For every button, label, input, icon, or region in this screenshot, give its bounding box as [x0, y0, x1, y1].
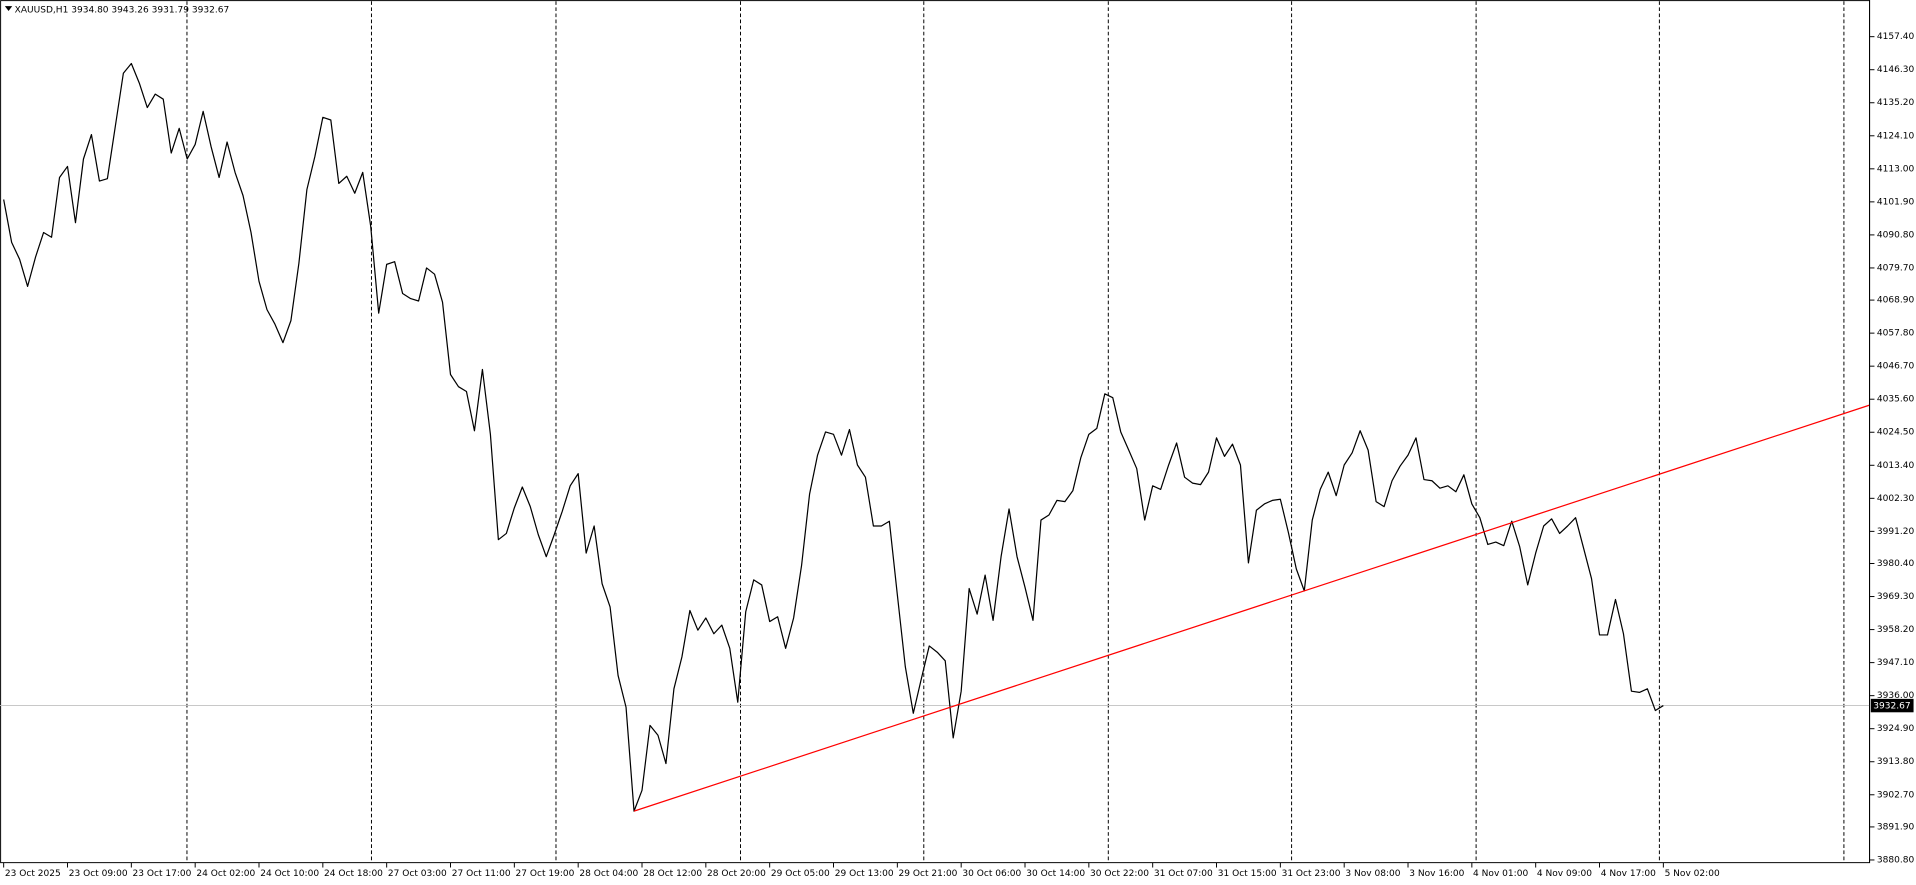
y-tick-label: 4068.90 [1877, 296, 1915, 306]
x-tick-label: 5 Nov 02:00 [1665, 869, 1720, 879]
y-tick-label: 3980.40 [1877, 559, 1915, 569]
plot-frame [0, 0, 1871, 864]
x-tick-label: 23 Oct 17:00 [133, 869, 192, 879]
price-line [3, 62, 1664, 812]
x-tick-label: 30 Oct 06:00 [962, 869, 1021, 879]
x-tick-label: 27 Oct 11:00 [452, 869, 511, 879]
x-tick-label: 23 Oct 09:00 [69, 869, 128, 879]
y-tick-label: 3969.30 [1877, 592, 1915, 602]
x-tick-label: 30 Oct 22:00 [1090, 869, 1149, 879]
x-tick-label: 23 Oct 2025 [5, 869, 61, 879]
x-tick-label: 3 Nov 08:00 [1345, 869, 1400, 879]
y-tick-label: 3958.20 [1877, 625, 1915, 635]
last-price-label: 3932.67 [1873, 702, 1910, 712]
y-tick-label: 3936.00 [1877, 691, 1915, 701]
y-tick-label: 3880.80 [1877, 855, 1915, 865]
x-tick-label: 31 Oct 07:00 [1154, 869, 1213, 879]
y-tick-label: 4002.30 [1877, 494, 1915, 504]
last-price-box [1870, 698, 1914, 713]
x-tick-label: 4 Nov 09:00 [1537, 869, 1592, 879]
y-tick-label: 4079.70 [1877, 263, 1915, 273]
y-tick-label: 4057.80 [1877, 329, 1915, 339]
x-tick-label: 24 Oct 18:00 [324, 869, 383, 879]
x-tick-label: 29 Oct 13:00 [835, 869, 894, 879]
y-tick-label: 3913.80 [1877, 757, 1915, 767]
x-tick-label: 24 Oct 02:00 [196, 869, 255, 879]
x-tick-label: 27 Oct 03:00 [388, 869, 447, 879]
chart-title: XAUUSD,H1 3934.80 3943.26 3931.79 3932.6… [15, 5, 230, 15]
y-tick-label: 3947.10 [1877, 658, 1915, 668]
period-separators [186, 1, 1845, 863]
x-tick-label: 29 Oct 05:00 [771, 869, 830, 879]
x-tick-label: 28 Oct 20:00 [707, 869, 766, 879]
y-tick-label: 4046.70 [1877, 362, 1915, 372]
y-tick-label: 4113.00 [1877, 164, 1915, 174]
y-tick-label: 4024.50 [1877, 428, 1915, 438]
y-tick-label: 3924.90 [1877, 724, 1915, 734]
x-tick-label: 30 Oct 14:00 [1026, 869, 1085, 879]
x-tick-label: 28 Oct 12:00 [643, 869, 702, 879]
y-tick-label: 3991.20 [1877, 527, 1915, 537]
y-tick-label: 4157.40 [1877, 32, 1915, 42]
y-tick-label: 4035.60 [1877, 395, 1915, 405]
x-tick-label: 28 Oct 04:00 [579, 869, 638, 879]
y-tick-label: 3891.90 [1877, 822, 1915, 832]
y-tick-label: 4146.30 [1877, 65, 1915, 75]
x-tick-label: 4 Nov 17:00 [1601, 869, 1656, 879]
x-tick-label: 27 Oct 19:00 [516, 869, 575, 879]
x-tick-label: 31 Oct 23:00 [1282, 869, 1341, 879]
x-tick-label: 4 Nov 01:00 [1473, 869, 1528, 879]
trendline [633, 404, 1870, 812]
x-tick-label: 24 Oct 10:00 [260, 869, 319, 879]
y-tick-label: 4124.10 [1877, 131, 1915, 141]
menu-icon[interactable] [4, 6, 13, 11]
x-tick-label: 31 Oct 15:00 [1218, 869, 1277, 879]
y-tick-label: 3902.70 [1877, 790, 1915, 800]
x-tick-label: 29 Oct 21:00 [899, 869, 958, 879]
y-tick-label: 4135.20 [1877, 98, 1915, 108]
y-tick-label: 4101.90 [1877, 197, 1915, 207]
x-tick-label: 3 Nov 16:00 [1409, 869, 1464, 879]
y-tick-label: 4090.80 [1877, 230, 1915, 240]
y-tick-label: 4013.40 [1877, 461, 1915, 471]
